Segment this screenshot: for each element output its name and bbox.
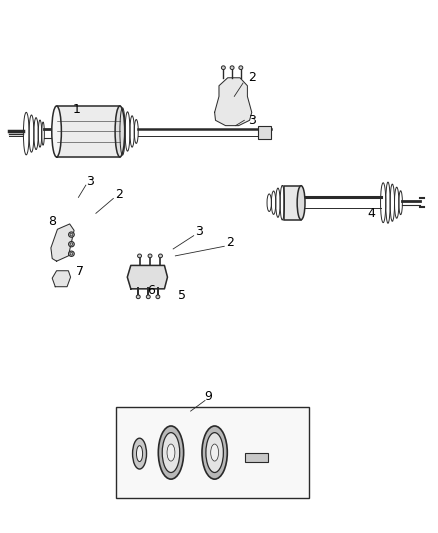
Ellipse shape	[133, 438, 147, 469]
Text: 4: 4	[367, 207, 375, 220]
Bar	[258, 126, 272, 139]
Text: 3: 3	[86, 175, 94, 188]
Text: 3: 3	[248, 114, 256, 127]
Ellipse shape	[138, 254, 141, 258]
Polygon shape	[57, 106, 120, 157]
Ellipse shape	[297, 185, 305, 220]
Ellipse shape	[69, 232, 74, 237]
Text: 2: 2	[226, 236, 234, 249]
Ellipse shape	[137, 446, 143, 462]
Ellipse shape	[158, 426, 184, 479]
Ellipse shape	[69, 241, 74, 247]
Ellipse shape	[221, 66, 225, 69]
Bar	[285, 185, 301, 220]
Text: 2: 2	[248, 71, 256, 84]
Polygon shape	[127, 265, 167, 289]
Polygon shape	[215, 78, 252, 126]
Ellipse shape	[115, 106, 125, 157]
Ellipse shape	[206, 433, 223, 472]
Ellipse shape	[202, 426, 227, 479]
Text: 3: 3	[195, 225, 203, 238]
Ellipse shape	[148, 254, 152, 258]
Ellipse shape	[162, 433, 180, 472]
Ellipse shape	[136, 295, 140, 298]
Ellipse shape	[156, 295, 160, 298]
Polygon shape	[51, 224, 74, 261]
Ellipse shape	[239, 66, 243, 69]
Ellipse shape	[52, 106, 61, 157]
Text: 8: 8	[48, 215, 56, 228]
Text: 1: 1	[73, 103, 81, 116]
Ellipse shape	[211, 444, 219, 461]
Text: 7: 7	[76, 265, 84, 278]
Ellipse shape	[159, 254, 162, 258]
Text: 9: 9	[204, 390, 212, 403]
Text: 2: 2	[115, 188, 123, 201]
Polygon shape	[52, 271, 71, 287]
Text: 5: 5	[178, 289, 186, 302]
Ellipse shape	[230, 66, 234, 69]
Text: 6: 6	[148, 284, 155, 297]
Ellipse shape	[69, 251, 74, 256]
Bar	[117, 407, 308, 498]
Ellipse shape	[167, 444, 175, 461]
Bar	[245, 453, 268, 462]
Ellipse shape	[146, 295, 150, 298]
